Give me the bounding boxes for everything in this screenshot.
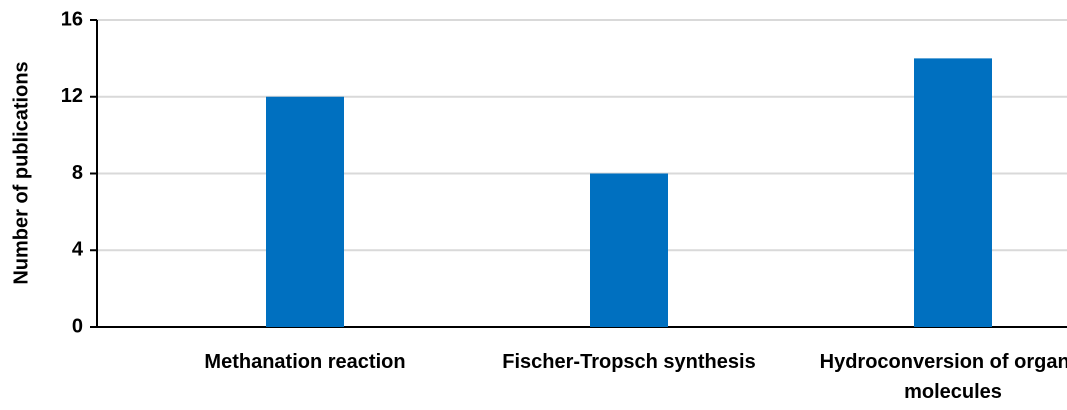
x-tick-label: Fischer-Tropsch synthesis bbox=[502, 351, 756, 373]
x-tick-label: Hydroconversion of organic molecules bbox=[819, 351, 1067, 403]
y-tick-label: 16 bbox=[61, 8, 83, 30]
bar bbox=[590, 173, 668, 327]
y-axis-label: Number of publications bbox=[10, 61, 32, 284]
bar bbox=[914, 58, 992, 327]
y-tick-label: 0 bbox=[72, 315, 83, 337]
bar bbox=[266, 96, 344, 327]
y-tick-label: 8 bbox=[72, 162, 83, 184]
x-tick-label: Methanation reaction bbox=[204, 351, 406, 373]
y-tick-label: 4 bbox=[72, 239, 84, 261]
y-tick-label: 12 bbox=[61, 85, 83, 107]
